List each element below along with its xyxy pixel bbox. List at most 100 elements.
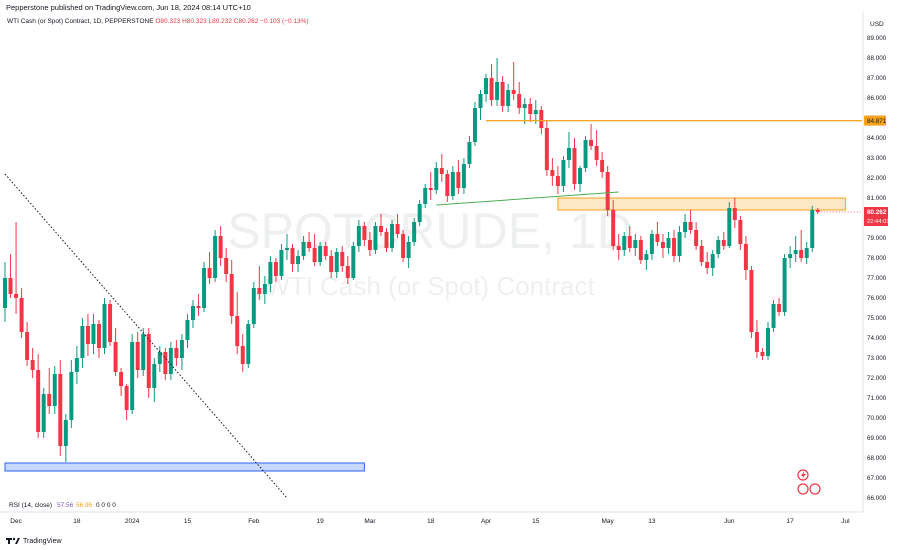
- candle-body: [273, 262, 278, 276]
- candle-body: [710, 254, 715, 268]
- neckline-trendline[interactable]: [436, 191, 619, 206]
- candle: [500, 76, 505, 112]
- price-tick-label: 71.000: [867, 395, 887, 402]
- candle: [202, 262, 207, 312]
- candle: [296, 250, 301, 272]
- candle-body: [329, 256, 334, 272]
- candle-body: [754, 332, 759, 352]
- candle: [74, 346, 79, 384]
- candle-body: [478, 94, 483, 108]
- candle-body: [58, 374, 63, 446]
- time-tick-label: Dec: [10, 518, 22, 525]
- candle: [566, 132, 571, 168]
- candle: [743, 236, 748, 280]
- price-tick-label: 81.000: [867, 195, 887, 202]
- candle-body: [340, 252, 345, 266]
- candle: [478, 90, 483, 120]
- price-tick-label: 88.000: [867, 55, 887, 62]
- price-tick-label: 86.000: [867, 95, 887, 102]
- candle: [544, 120, 549, 176]
- candle-body: [102, 304, 107, 348]
- candle-body: [113, 342, 118, 372]
- candle: [41, 388, 46, 438]
- watermark-symbol: SPOTCRUDE, 1D: [227, 203, 633, 259]
- us-flag-event-icon-2[interactable]: [809, 483, 821, 495]
- candle: [362, 222, 367, 246]
- candle: [434, 162, 439, 194]
- candle-body: [262, 284, 267, 294]
- candle-body: [484, 78, 489, 94]
- candle-body: [218, 236, 223, 258]
- candle: [213, 230, 218, 282]
- candle-body: [257, 288, 262, 294]
- candle-body: [290, 248, 295, 264]
- candle-body: [14, 294, 19, 298]
- price-tick-label: 84.000: [867, 135, 887, 142]
- candle: [417, 200, 422, 226]
- candle: [439, 154, 444, 182]
- price-tick-label: 74.000: [867, 335, 887, 342]
- candle: [196, 294, 201, 316]
- candle-body: [423, 188, 428, 204]
- candle: [688, 210, 693, 234]
- candle-body: [611, 210, 616, 246]
- candle: [190, 300, 195, 328]
- candle: [246, 320, 251, 368]
- candle: [185, 314, 190, 348]
- candle-body: [268, 262, 273, 284]
- time-axis: Dec 18 2024 15 Feb 19 Mar 18 Apr 15 May 13 Jun 17 Jul: [0, 511, 863, 525]
- candle: [788, 246, 793, 268]
- ohlc-values: O80.323 H80.323 L80.232 C80.262 −0.103 (…: [155, 18, 309, 25]
- us-flag-event-icon[interactable]: [797, 483, 809, 495]
- candle-body: [782, 258, 787, 312]
- time-tick-label: 13: [648, 518, 656, 525]
- candle-body: [367, 240, 372, 250]
- candle-body: [500, 82, 505, 106]
- candle-body: [279, 250, 284, 276]
- watermark: SPOTCRUDE, 1D WTI Cash (or Spot) Contrac…: [227, 203, 633, 301]
- candle-body: [660, 242, 665, 248]
- candle-body: [434, 168, 439, 190]
- candle-body: [649, 234, 654, 254]
- candle-body: [522, 104, 527, 108]
- candle-body: [312, 248, 317, 262]
- price-tick-label: 72.000: [867, 375, 887, 382]
- candle-body: [390, 224, 395, 248]
- candle: [749, 266, 754, 338]
- candle-body: [721, 240, 726, 246]
- publisher-header: Pepperstone published on TradingView.com…: [6, 3, 251, 12]
- candle-body: [30, 360, 35, 370]
- candle-body: [528, 104, 533, 114]
- candles-layer: [3, 58, 820, 462]
- dotted-trendline[interactable]: [4, 173, 288, 499]
- time-tick-label: Mar: [364, 518, 376, 525]
- candle: [489, 64, 494, 106]
- candle-body: [561, 160, 566, 186]
- candle: [36, 354, 41, 438]
- candle: [152, 358, 157, 402]
- candle-body: [456, 172, 461, 188]
- candle: [52, 366, 57, 414]
- candle: [240, 334, 245, 372]
- candle: [224, 248, 229, 282]
- event-icons[interactable]: [797, 469, 821, 495]
- candle-body: [213, 236, 218, 278]
- candle: [627, 226, 632, 252]
- price-tick-label: 87.000: [867, 75, 887, 82]
- candle-body: [760, 352, 765, 356]
- demand-zone[interactable]: [4, 462, 365, 472]
- candle: [517, 82, 522, 114]
- supply-zone[interactable]: [557, 197, 846, 211]
- candle: [649, 230, 654, 260]
- watermark-description: WTI Cash (or Spot) Contract: [265, 271, 595, 301]
- candle: [378, 214, 383, 236]
- candle-body: [406, 242, 411, 258]
- rsi-value-2: 56.95: [76, 502, 93, 509]
- candle-body: [119, 372, 124, 386]
- candle-body: [511, 90, 516, 94]
- candle-body: [572, 148, 577, 184]
- price-tick-label: 83.000: [867, 155, 887, 162]
- candle-body: [224, 258, 229, 274]
- candle-body: [738, 220, 743, 244]
